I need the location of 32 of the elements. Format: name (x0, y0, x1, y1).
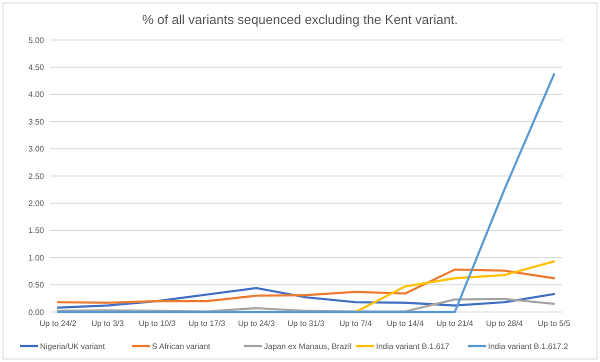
y-tick-label: 4.00 (28, 90, 45, 100)
legend-label: India variant B.1.617 (376, 342, 450, 351)
x-tick-label: Up to 24/2 (40, 319, 78, 328)
chart-title: % of all variants sequenced excluding the Kent variant. (142, 12, 458, 27)
line-series (56, 286, 556, 309)
x-tick-label: Up to 10/3 (138, 319, 176, 328)
x-tick-label: Up to 14/4 (386, 319, 424, 328)
y-tick-label: 1.50 (28, 226, 45, 236)
y-tick-label: 5.00 (28, 36, 45, 45)
y-tick-label: 2.50 (28, 172, 45, 181)
line-series (56, 268, 556, 304)
y-tick-label: 0.00 (28, 308, 45, 317)
legend-label: India variant B.1.617.2 (488, 342, 569, 351)
x-tick-label: Up to 3/3 (91, 319, 124, 328)
x-tick-label: Up to 28/4 (486, 319, 524, 328)
y-tick-label: 4.50 (28, 63, 45, 72)
x-tick-label: Up to 21/4 (436, 319, 474, 328)
y-tick-label: 3.50 (28, 117, 45, 126)
x-tick-label: Up to 7/4 (339, 319, 372, 328)
x-tick-label: Up to 17/3 (188, 319, 226, 328)
y-tick-label: 0.50 (28, 280, 45, 290)
line-series (56, 298, 556, 313)
x-tick-label: Up to 24/3 (238, 319, 276, 328)
y-tick-label: 2.00 (28, 199, 45, 208)
line-series (354, 260, 556, 314)
x-tick-label: Up to 31/3 (288, 319, 326, 328)
y-tick-label: 3.00 (28, 144, 45, 154)
legend-label: S African variant (152, 342, 212, 351)
legend-label: Japan ex Manaus, Brazil (264, 342, 352, 351)
legend-label: Nigeria/UK variant (40, 342, 106, 351)
x-tick-label: Up to 5/5 (538, 319, 571, 328)
y-tick-label: 1.00 (28, 253, 45, 262)
